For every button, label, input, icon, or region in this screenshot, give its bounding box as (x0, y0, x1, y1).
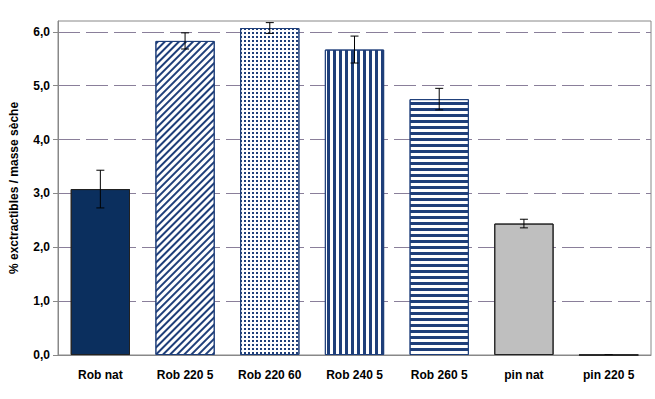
svg-text:pin nat: pin nat (504, 368, 543, 382)
svg-text:Rob 260 5: Rob 260 5 (411, 368, 468, 382)
svg-text:0,0: 0,0 (33, 348, 50, 362)
svg-text:Rob 220 5: Rob 220 5 (157, 368, 214, 382)
svg-text:3,0: 3,0 (33, 186, 50, 200)
svg-text:5,0: 5,0 (33, 79, 50, 93)
svg-text:6,0: 6,0 (33, 25, 50, 39)
svg-text:Rob nat: Rob nat (78, 368, 123, 382)
svg-text:pin 220 5: pin 220 5 (583, 368, 635, 382)
svg-text:4,0: 4,0 (33, 133, 50, 147)
svg-text:1,0: 1,0 (33, 294, 50, 308)
svg-text:% exctractibles / masse sèche: % exctractibles / masse sèche (7, 102, 21, 274)
svg-text:Rob 220 60: Rob 220 60 (238, 368, 302, 382)
svg-text:Rob 240 5: Rob 240 5 (326, 368, 383, 382)
svg-text:2,0: 2,0 (33, 240, 50, 254)
